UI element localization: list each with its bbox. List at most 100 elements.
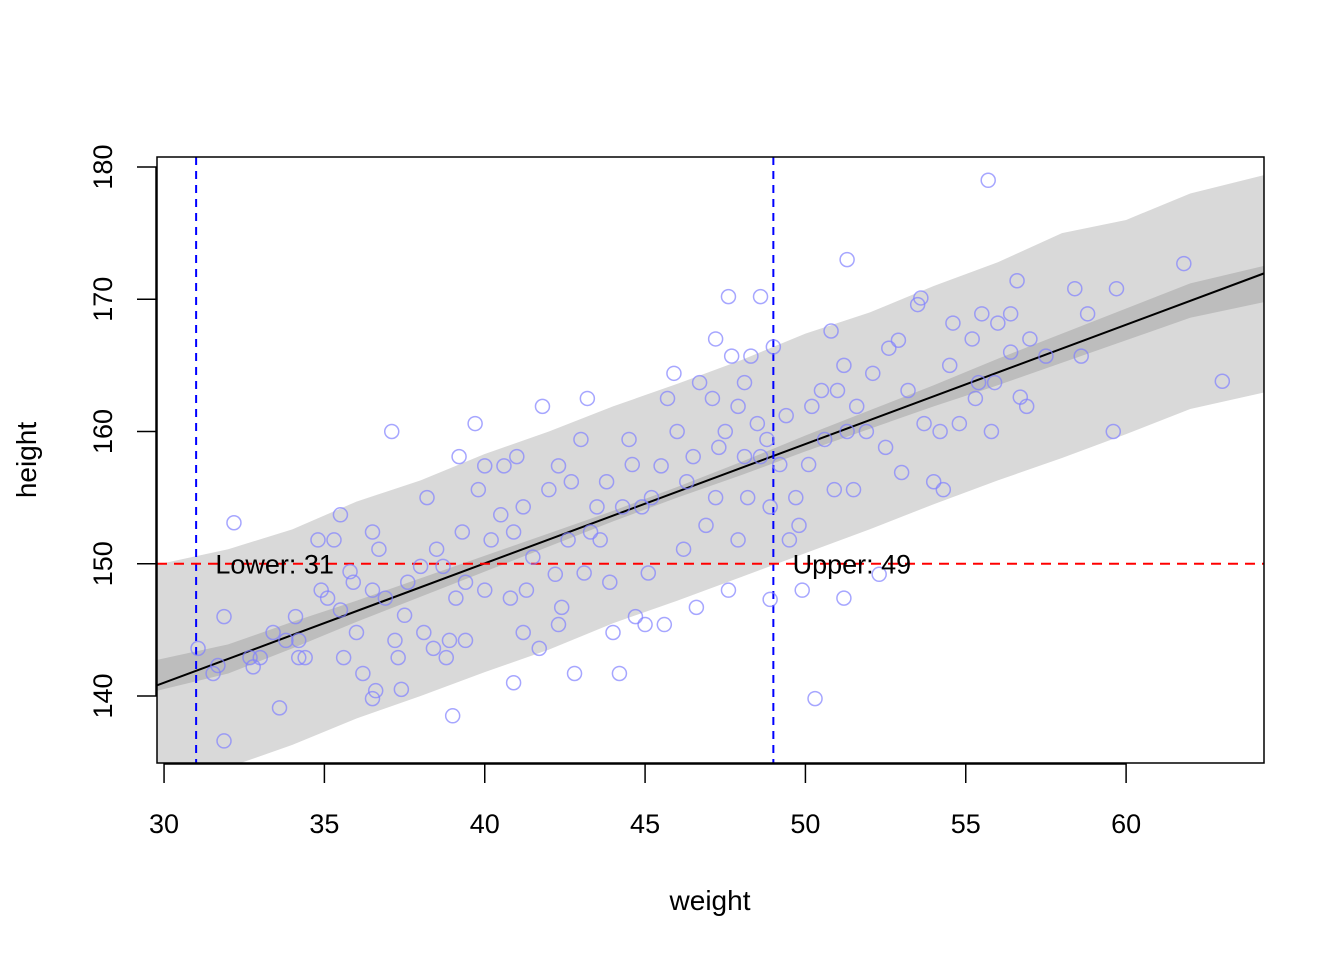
data-point bbox=[839, 251, 855, 268]
data-point bbox=[1108, 280, 1125, 297]
data-point bbox=[605, 624, 621, 641]
data-point bbox=[483, 532, 499, 548]
data-point bbox=[441, 632, 458, 649]
data-point bbox=[791, 517, 807, 534]
x-axis-label: weight bbox=[669, 885, 751, 916]
data-point bbox=[759, 431, 775, 448]
data-point bbox=[829, 382, 846, 399]
data-point bbox=[364, 690, 381, 707]
data-point bbox=[451, 448, 467, 465]
data-point bbox=[242, 649, 258, 666]
data-point bbox=[310, 532, 326, 548]
data-point bbox=[419, 489, 435, 506]
annotation-label: Lower: 31 bbox=[215, 550, 334, 580]
y-axis-label: height bbox=[11, 422, 42, 499]
data-point bbox=[717, 423, 734, 440]
data-point bbox=[685, 448, 701, 465]
data-point bbox=[1022, 331, 1038, 347]
data-point bbox=[560, 532, 576, 548]
data-point bbox=[576, 565, 592, 581]
data-point bbox=[573, 431, 589, 448]
data-point bbox=[553, 599, 570, 616]
data-point bbox=[736, 448, 753, 465]
data-point bbox=[412, 558, 429, 575]
data-point bbox=[278, 632, 294, 649]
data-point bbox=[265, 624, 281, 641]
data-point bbox=[653, 458, 669, 474]
data-point bbox=[858, 423, 875, 440]
x-tick-label: 40 bbox=[470, 809, 500, 839]
data-point bbox=[448, 590, 464, 606]
x-tick-label: 45 bbox=[630, 809, 660, 839]
data-point bbox=[1214, 373, 1231, 390]
data-point bbox=[582, 524, 599, 540]
prediction-interval-band bbox=[157, 175, 1264, 763]
data-point bbox=[348, 624, 365, 641]
x-tick-label: 60 bbox=[1111, 809, 1141, 839]
data-point bbox=[1105, 423, 1122, 440]
data-point bbox=[287, 608, 304, 625]
data-point bbox=[951, 415, 968, 432]
data-point bbox=[707, 331, 724, 347]
x-tick-label: 35 bbox=[309, 809, 339, 839]
data-point bbox=[752, 448, 769, 465]
data-point bbox=[319, 590, 336, 606]
data-point bbox=[190, 640, 206, 657]
data-point bbox=[541, 481, 557, 498]
data-point bbox=[390, 649, 406, 666]
data-point bbox=[688, 599, 705, 616]
data-point bbox=[804, 398, 820, 415]
data-point bbox=[634, 499, 650, 515]
data-point bbox=[900, 382, 916, 399]
data-point bbox=[813, 382, 830, 399]
data-point bbox=[550, 458, 567, 474]
data-point bbox=[698, 517, 714, 534]
data-point bbox=[1073, 348, 1089, 364]
data-point bbox=[781, 532, 798, 548]
data-point bbox=[637, 616, 653, 633]
data-point bbox=[509, 448, 525, 465]
data-point bbox=[627, 608, 644, 625]
data-point bbox=[916, 415, 932, 432]
data-point bbox=[589, 499, 605, 515]
data-point bbox=[823, 323, 839, 339]
data-point bbox=[396, 607, 413, 624]
data-point bbox=[505, 524, 522, 540]
data-point bbox=[602, 574, 618, 590]
plot-frame bbox=[156, 156, 1265, 764]
x-tick-label: 50 bbox=[790, 809, 820, 839]
data-point bbox=[720, 582, 737, 598]
data-point bbox=[1079, 306, 1096, 322]
data-point bbox=[457, 574, 474, 590]
x-tick-label: 30 bbox=[149, 809, 179, 839]
data-point bbox=[659, 390, 676, 407]
data-point bbox=[1067, 280, 1083, 297]
data-point bbox=[970, 374, 987, 391]
data-point bbox=[1176, 255, 1192, 272]
data-point bbox=[252, 649, 269, 666]
data-point bbox=[438, 649, 455, 666]
data-point bbox=[1038, 348, 1054, 364]
data-point bbox=[550, 616, 567, 633]
data-point bbox=[707, 489, 724, 506]
data-point bbox=[836, 590, 852, 606]
data-point bbox=[216, 608, 232, 625]
data-point bbox=[749, 415, 766, 432]
data-point bbox=[720, 288, 737, 305]
data-point bbox=[772, 456, 788, 473]
data-point bbox=[226, 514, 242, 531]
data-point bbox=[611, 665, 628, 682]
data-point bbox=[393, 681, 410, 698]
data-point bbox=[364, 582, 381, 598]
data-point bbox=[454, 524, 471, 540]
data-point bbox=[624, 456, 641, 473]
data-point bbox=[1002, 344, 1019, 360]
data-point bbox=[730, 398, 746, 415]
data-point bbox=[871, 566, 887, 583]
data-point bbox=[416, 624, 432, 641]
data-point bbox=[691, 374, 708, 391]
data-point bbox=[566, 665, 583, 682]
y-tick-label: 170 bbox=[88, 277, 118, 322]
data-point bbox=[290, 649, 307, 666]
